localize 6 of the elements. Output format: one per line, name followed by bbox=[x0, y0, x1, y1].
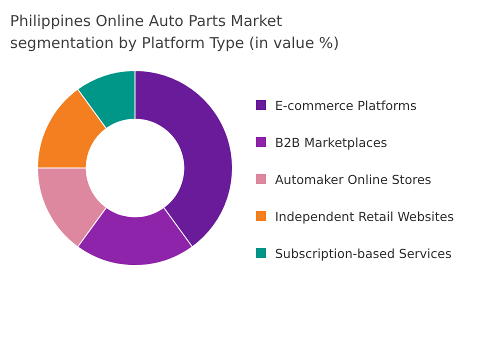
legend-label: E-commerce Platforms bbox=[275, 98, 417, 112]
legend-label: B2B Marketplaces bbox=[275, 134, 388, 150]
legend-label: Automaker Online Stores bbox=[275, 172, 432, 186]
legend-label: Subscription-based Services bbox=[275, 246, 452, 260]
chart-title: Philippines Online Auto Parts Market segmentation by Platform Type (in value %) bbox=[10, 11, 340, 54]
legend-label: Independent Retail Websites bbox=[275, 208, 454, 224]
